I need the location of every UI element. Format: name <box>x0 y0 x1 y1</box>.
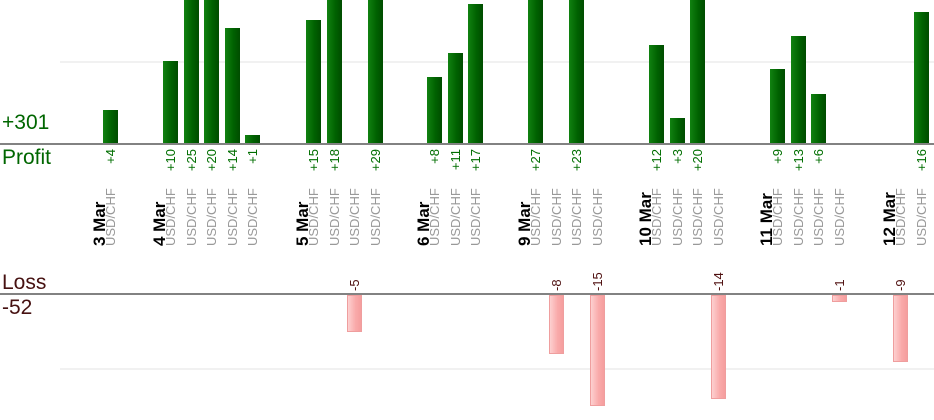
trade-symbol-label: USD/CHF <box>306 188 321 246</box>
profit-bar <box>225 28 240 143</box>
profit-value-label: +12 <box>649 149 664 172</box>
trade-symbol-label: USD/CHF <box>832 188 847 246</box>
profit-value-label: +1 <box>245 149 260 164</box>
profit-bar <box>368 0 383 143</box>
loss-series-label: Loss <box>2 271 47 294</box>
profit-value-label: +23 <box>569 149 584 172</box>
trade-symbol-label: USD/CHF <box>163 188 178 246</box>
profit-value-label: +4 <box>103 149 118 164</box>
trade-symbol-label: USD/CHF <box>448 188 463 246</box>
profit-bar <box>649 45 664 143</box>
profit-bar <box>427 77 442 143</box>
trade-symbol-label: USD/CHF <box>427 188 442 246</box>
profit-bar <box>914 12 929 143</box>
trade-symbol-label: USD/CHF <box>327 188 342 246</box>
profit-value-label: +20 <box>690 149 705 172</box>
profit-value-label: +18 <box>327 149 342 172</box>
profit-value-label: +11 <box>448 149 463 171</box>
profit-value-label: +27 <box>528 149 543 172</box>
loss-value-label: -14 <box>711 272 726 291</box>
trade-symbol-label: USD/CHF <box>893 188 908 246</box>
loss-total: -52 <box>2 296 33 319</box>
profit-bar <box>448 53 463 143</box>
profit-bar <box>184 0 199 143</box>
profit-bar <box>528 0 543 143</box>
trade-symbol-label: USD/CHF <box>791 188 806 246</box>
loss-bar <box>590 295 605 406</box>
loss-value-label: -8 <box>549 279 564 291</box>
profit-value-label: +14 <box>225 149 240 172</box>
loss-value-label: -1 <box>832 279 847 291</box>
trade-symbol-label: USD/CHF <box>468 188 483 246</box>
profit-bar <box>204 0 219 143</box>
loss-gridline-minus10 <box>60 368 934 370</box>
profit-bar <box>670 118 685 143</box>
loss-bar <box>711 295 726 399</box>
profit-value-label: +17 <box>468 149 483 172</box>
profit-value-label: +3 <box>670 149 685 164</box>
profit-bar <box>163 61 178 143</box>
profit-axis-line <box>0 143 934 145</box>
trade-symbol-label: USD/CHF <box>649 188 664 246</box>
loss-bar <box>347 295 362 332</box>
profit-value-label: +9 <box>770 149 785 164</box>
trade-symbol-label: USD/CHF <box>347 188 362 246</box>
trade-symbol-label: USD/CHF <box>811 188 826 246</box>
profit-bar <box>569 0 584 143</box>
profit-bar <box>770 69 785 143</box>
trade-symbol-label: USD/CHF <box>368 188 383 246</box>
profit-bar <box>468 4 483 143</box>
trade-symbol-label: USD/CHF <box>204 188 219 246</box>
trade-symbol-label: USD/CHF <box>225 188 240 246</box>
profit-series-label: Profit <box>2 146 52 169</box>
trade-symbol-label: USD/CHF <box>184 188 199 246</box>
profit-bar <box>791 36 806 143</box>
profit-value-label: +10 <box>163 149 178 172</box>
loss-bar <box>549 295 564 354</box>
trade-symbol-label: USD/CHF <box>914 188 929 246</box>
profit-value-label: +15 <box>306 149 321 172</box>
trade-symbol-label: USD/CHF <box>670 188 685 246</box>
profit-value-label: +20 <box>204 149 219 172</box>
loss-axis-line <box>0 293 934 295</box>
profit-bar <box>103 110 118 143</box>
loss-value-label: -5 <box>347 279 362 291</box>
profit-value-label: +25 <box>184 149 199 172</box>
profit-value-label: +16 <box>914 149 929 172</box>
profit-total: +301 <box>2 111 50 134</box>
loss-bar <box>832 295 847 302</box>
loss-value-label: -15 <box>590 272 605 291</box>
profit-value-label: +13 <box>791 149 806 172</box>
profit-value-label: +6 <box>811 149 826 164</box>
trade-symbol-label: USD/CHF <box>528 188 543 246</box>
trade-symbol-label: USD/CHF <box>103 188 118 246</box>
profit-bar <box>690 0 705 143</box>
trade-symbol-label: USD/CHF <box>245 188 260 246</box>
profit-value-label: +29 <box>368 149 383 172</box>
profit-bar <box>245 135 260 143</box>
trade-symbol-label: USD/CHF <box>569 188 584 246</box>
trade-symbol-label: USD/CHF <box>770 188 785 246</box>
trade-symbol-label: USD/CHF <box>711 188 726 246</box>
profit-bar <box>327 0 342 143</box>
loss-bar <box>893 295 908 362</box>
loss-value-label: -9 <box>893 279 908 291</box>
trade-symbol-label: USD/CHF <box>690 188 705 246</box>
profit-bar <box>306 20 321 143</box>
profit-bar <box>811 94 826 143</box>
trade-symbol-label: USD/CHF <box>549 188 564 246</box>
trade-symbol-label: USD/CHF <box>590 188 605 246</box>
profit-value-label: +8 <box>427 149 442 164</box>
profit-gridline-plus10 <box>60 61 934 63</box>
